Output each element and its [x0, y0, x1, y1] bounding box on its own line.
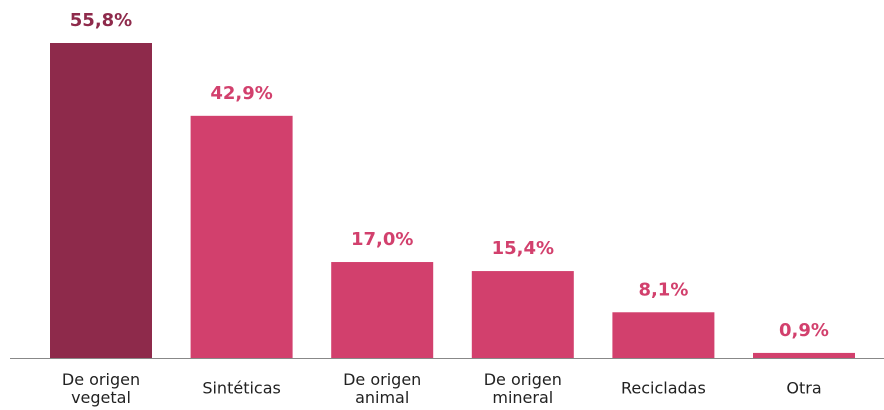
x-tick-label: De origen animal	[343, 370, 421, 407]
x-tick-label: Otra	[786, 379, 821, 398]
bar	[331, 262, 434, 358]
x-tick-label: De origen mineral	[484, 370, 562, 407]
data-label: 0,9%	[779, 320, 829, 341]
data-label: 55,8%	[70, 10, 132, 31]
bar	[190, 115, 293, 359]
data-label: 42,9%	[210, 83, 272, 104]
x-tick-label: Recicladas	[621, 379, 706, 398]
bar	[612, 312, 715, 358]
x-tick-label: De origen vegetal	[62, 370, 140, 407]
data-label: 15,4%	[492, 238, 554, 259]
bar	[471, 271, 574, 358]
data-label: 17,0%	[351, 229, 413, 250]
bar	[753, 352, 855, 358]
x-tick-label: Sintéticas	[202, 379, 281, 398]
data-label: 8,1%	[638, 279, 688, 300]
bar	[50, 43, 152, 358]
